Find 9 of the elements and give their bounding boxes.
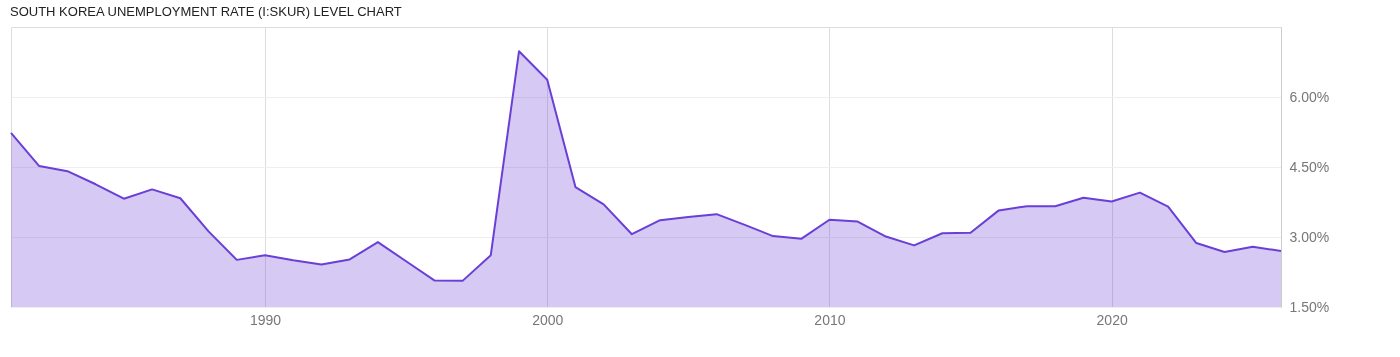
y-tick-label: 3.00% — [1289, 228, 1330, 245]
y-tick-label: 1.50% — [1289, 298, 1330, 315]
y-tick-label: 4.50% — [1289, 158, 1330, 175]
x-tick-label: 2000 — [532, 311, 564, 328]
x-tick-label: 1990 — [249, 311, 282, 328]
y-tick-label: 6.00% — [1289, 88, 1330, 105]
chart-title: SOUTH KOREA UNEMPLOYMENT RATE (I:SKUR) LEVEL CHART — [10, 4, 402, 19]
x-tick-label: 2010 — [814, 311, 846, 328]
x-tick-label: 2020 — [1096, 311, 1128, 328]
